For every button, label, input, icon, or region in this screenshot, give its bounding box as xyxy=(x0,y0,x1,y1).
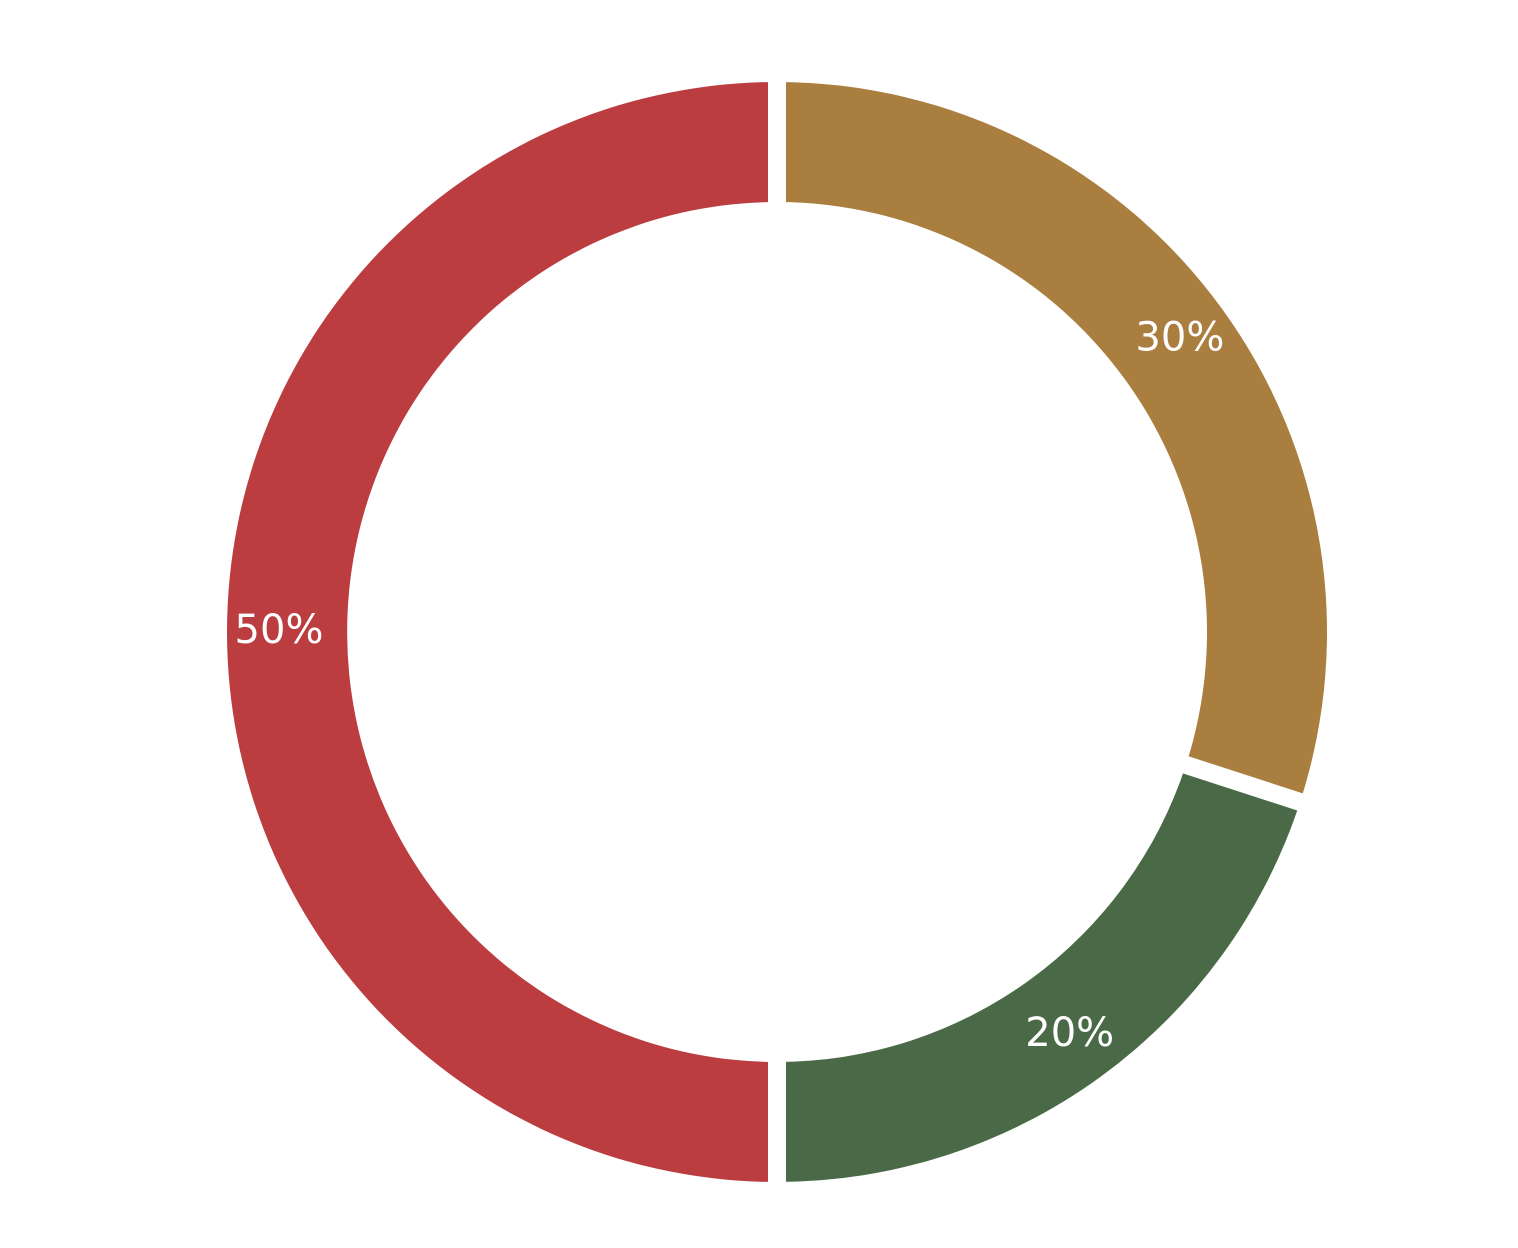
slice-separator xyxy=(1177,754,1309,813)
slices-layer xyxy=(227,76,1327,1188)
donut-slice xyxy=(777,82,1327,802)
labels-layer: 30% 20% 50% xyxy=(235,314,1225,1056)
slice-label: 20% xyxy=(1025,1010,1114,1056)
slice-label: 50% xyxy=(235,607,324,653)
donut-slice xyxy=(777,764,1301,1182)
donut-slice xyxy=(227,82,777,1182)
slice-label: 30% xyxy=(1135,314,1224,360)
